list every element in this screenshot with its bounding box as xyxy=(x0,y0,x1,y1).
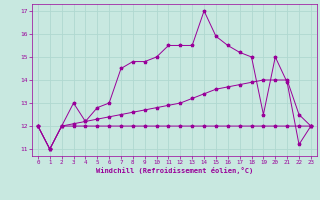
X-axis label: Windchill (Refroidissement éolien,°C): Windchill (Refroidissement éolien,°C) xyxy=(96,167,253,174)
